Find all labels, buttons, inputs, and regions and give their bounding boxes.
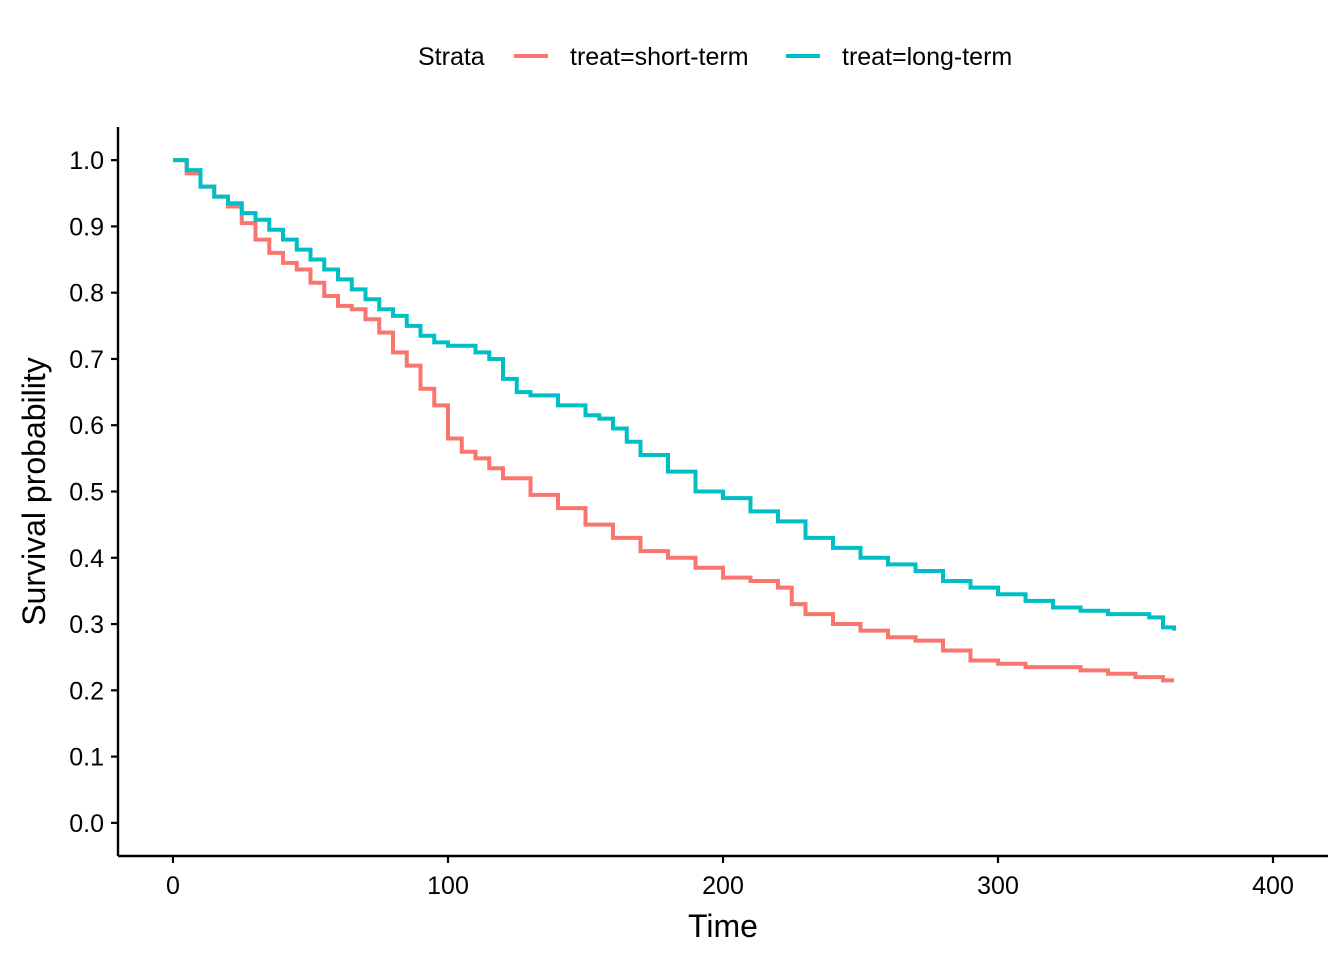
- y-tick-label: 0.7: [69, 346, 104, 374]
- y-tick-label: 0.5: [69, 479, 104, 507]
- y-tick-label: 0.9: [69, 213, 104, 241]
- y-tick-label: 0.8: [69, 280, 104, 308]
- x-tick-label: 100: [427, 872, 469, 900]
- y-tick-label: 0.0: [69, 810, 104, 838]
- x-tick-label: 400: [1252, 872, 1294, 900]
- y-tick-label: 0.6: [69, 412, 104, 440]
- x-axis-title: Time: [688, 908, 758, 944]
- x-tick-label: 200: [702, 872, 744, 900]
- series-line-2: [173, 158, 1176, 631]
- x-ticks: 0 100 200 300 400: [166, 856, 1294, 900]
- x-tick-label: 300: [977, 872, 1019, 900]
- y-tick-label: 1.0: [69, 147, 104, 175]
- y-tick-label: 0.2: [69, 677, 104, 705]
- legend-label-1: treat=short-term: [570, 43, 749, 71]
- series-line-1: [173, 158, 1174, 683]
- y-tick-label: 0.3: [69, 611, 104, 639]
- y-tick-label: 0.1: [69, 744, 104, 772]
- legend-title: Strata: [418, 43, 485, 71]
- legend-label-2: treat=long-term: [842, 43, 1012, 71]
- x-tick-label: 0: [166, 872, 180, 900]
- series-layer: [173, 158, 1176, 683]
- y-ticks: 0.0 0.1 0.2 0.3 0.4 0.5 0.6 0.7 0.8 0.9 1.0: [69, 147, 118, 838]
- legend: Strata treat=short-term treat=long-term: [418, 43, 1012, 71]
- legend-items: treat=short-term treat=long-term: [514, 43, 1012, 71]
- y-axis-title: Survival probability: [16, 357, 52, 626]
- y-tick-label: 0.4: [69, 545, 104, 573]
